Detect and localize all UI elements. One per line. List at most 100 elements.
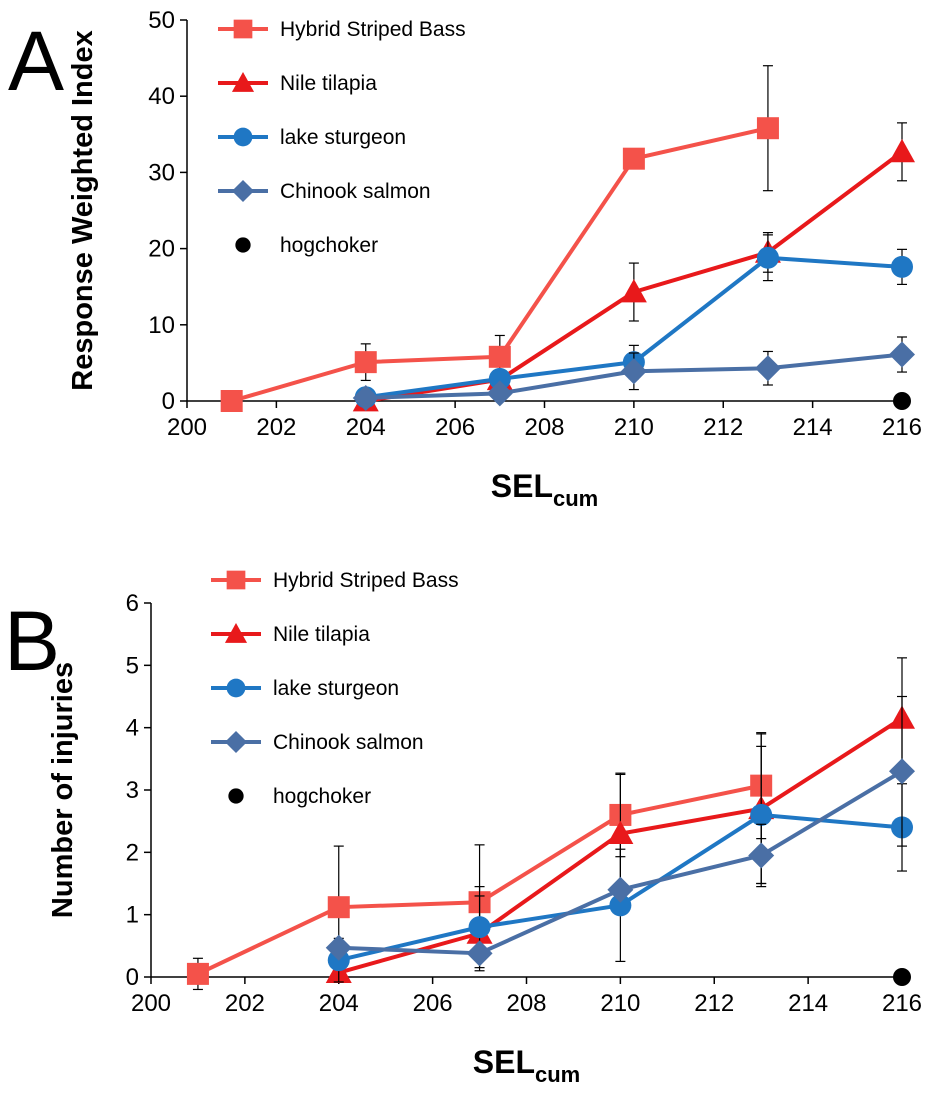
panel-a-point-hybrid <box>354 351 377 374</box>
panel-a-legend-label: Chinook salmon <box>280 180 431 203</box>
panel-a-legend-item-hogchoker: hogchoker <box>235 234 378 257</box>
panel-a-point-sturgeon <box>891 255 913 278</box>
panel-b-point-sturgeon <box>468 916 491 939</box>
panel-b-point-hogchoker <box>893 968 911 986</box>
panel-b-point-chinook <box>607 876 634 903</box>
panel-a-series-hybrid <box>220 65 779 412</box>
panel-a-point-hybrid <box>488 345 511 368</box>
panel-b-legend-marker <box>226 678 246 698</box>
panel-b-point-sturgeon <box>750 803 773 826</box>
panel-b-y-tick-label: 0 <box>126 964 139 991</box>
panel-a-y-axis-label: Response Weighted Index <box>67 30 99 390</box>
panel-b-legend-marker <box>224 730 248 754</box>
panel-a-x-tick-label: 216 <box>882 414 922 441</box>
panel-a-legend-label: lake sturgeon <box>280 126 406 149</box>
panel-a-x-axis-label: SELcum <box>491 468 598 511</box>
panel-b-legend-marker <box>226 570 246 590</box>
panel-b-legend-item-hogchoker: hogchoker <box>228 785 371 808</box>
panel-b-x-tick-label: 204 <box>319 990 359 1017</box>
panel-a-y-tick-label: 10 <box>148 312 175 339</box>
panel-a-legend-marker <box>231 71 255 92</box>
panel-b-x-axis-label-main: SEL <box>473 1044 535 1080</box>
panel-a-legend-marker <box>231 179 255 203</box>
panel-b-point-chinook <box>325 934 352 961</box>
panel-b-y-axis-label: Number of injuries <box>47 662 79 918</box>
panel-b-x-tick-label: 216 <box>882 990 922 1017</box>
panel-b-legend-label: lake sturgeon <box>273 677 399 700</box>
panel-a-x-tick-label: 214 <box>793 414 833 441</box>
panel-a-point-chinook <box>620 358 647 385</box>
panel-b-x-tick-label: 210 <box>600 990 640 1017</box>
panel-b-y-tick-label: 1 <box>126 902 139 929</box>
panel-a-x-tick-label: 208 <box>524 414 564 441</box>
panel-a-point-sturgeon <box>756 246 779 269</box>
panel-b-point-hybrid <box>327 896 350 919</box>
panel-a-x-tick-label: 204 <box>346 414 386 441</box>
panel-a-point-chinook <box>352 384 379 411</box>
panel-a-legend-label: Hybrid Striped Bass <box>280 18 466 41</box>
panel-a-point-sturgeon <box>488 367 511 390</box>
panel-b-letter: B <box>4 594 60 688</box>
panel-a-point-tilapia <box>889 138 915 163</box>
panel-a-x-tick-label: 202 <box>256 414 296 441</box>
panel-b-series-hogchoker <box>893 968 911 986</box>
panel-a-point-chinook <box>754 355 781 382</box>
panel-b-series-chinook <box>325 695 915 967</box>
panel-a-point-hogchoker <box>893 392 911 410</box>
panel-a-series-hogchoker <box>893 392 911 410</box>
panel-b-legend-marker <box>228 788 244 804</box>
panel-b-legend-label: hogchoker <box>273 785 371 808</box>
panel-a-legend: Hybrid Striped Bass Nile tilapia lake stur… <box>218 18 466 257</box>
panel-a-series-chinook <box>352 336 915 411</box>
panel-b-legend-label: Chinook salmon <box>273 731 424 754</box>
panel-b-point-chinook <box>466 940 493 967</box>
panel-b-y-tick-label: 6 <box>126 590 139 617</box>
panel-b-point-sturgeon <box>609 894 632 917</box>
panel-b-point-tilapia <box>607 820 634 845</box>
panel-a-point-tilapia <box>620 279 647 303</box>
panel-a-x-axis-label-sub: cum <box>553 486 598 511</box>
panel-b-x-tick-label: 202 <box>225 990 265 1017</box>
panel-b-x-tick-label: 214 <box>788 990 828 1017</box>
panel-a-y-tick-label: 40 <box>148 83 175 110</box>
panel-a-y-tick-label: 30 <box>148 159 175 186</box>
panel-b-point-hybrid <box>186 962 209 985</box>
panel-a-legend-item-tilapia: Nile tilapia <box>218 71 377 95</box>
panel-a-point-chinook <box>889 341 915 368</box>
panel-b-x-axis-label: SELcum <box>473 1044 580 1087</box>
panel-b-point-chinook <box>889 758 915 785</box>
panel-a-legend-marker <box>235 237 251 253</box>
panel-a-letter: A <box>8 14 64 108</box>
panel-a-x-tick-label: 200 <box>167 414 207 441</box>
panel-a-point-hybrid <box>756 117 779 140</box>
panel-b-y-tick-label: 5 <box>126 652 139 679</box>
panel-b-legend-label: Hybrid Striped Bass <box>273 569 459 592</box>
panel-b-legend-item-sturgeon: lake sturgeon <box>211 677 399 700</box>
panel-a-x-tick-label: 212 <box>703 414 743 441</box>
panel-a-x-tick-label: 210 <box>614 414 654 441</box>
panel-a-y-tick-label: 50 <box>148 7 175 34</box>
panel-a-legend-marker <box>233 127 253 147</box>
panel-b-legend-item-hybrid: Hybrid Striped Bass <box>211 569 459 592</box>
panel-b-y-tick-label: 4 <box>126 715 139 742</box>
panel-a-legend-label: hogchoker <box>280 234 378 257</box>
panel-b-point-chinook <box>748 842 775 869</box>
panel-a-point-hybrid <box>622 147 645 170</box>
panel-b-x-axis-label-sub: cum <box>535 1062 580 1087</box>
chartB: B 0 1 2 3 4 5 6 200 202 204 206 208 210 212 214 216 Numbe… <box>4 569 922 1087</box>
panel-b-legend-item-chinook: Chinook salmon <box>211 730 424 754</box>
panel-a-legend-label: Nile tilapia <box>280 72 377 95</box>
chartA: A 0 10 20 30 40 50 200 202 204 206 208 210 212 214 216 R… <box>8 7 922 511</box>
panel-a-point-chinook <box>486 380 513 407</box>
panel-a-y-tick-label: 20 <box>148 236 175 263</box>
panel-b-x-tick-label: 208 <box>506 990 546 1017</box>
panel-a-y-tick-label: 0 <box>162 388 175 415</box>
panel-a-point-hybrid <box>220 390 243 412</box>
panel-b-y-tick-label: 2 <box>126 839 139 866</box>
panel-b-legend-label: Nile tilapia <box>273 623 370 646</box>
panel-a-x-tick-label: 206 <box>435 414 475 441</box>
panel-b-x-tick-label: 212 <box>694 990 734 1017</box>
panel-a-legend-marker <box>233 19 253 39</box>
panel-a-legend-item-sturgeon: lake sturgeon <box>218 126 406 149</box>
